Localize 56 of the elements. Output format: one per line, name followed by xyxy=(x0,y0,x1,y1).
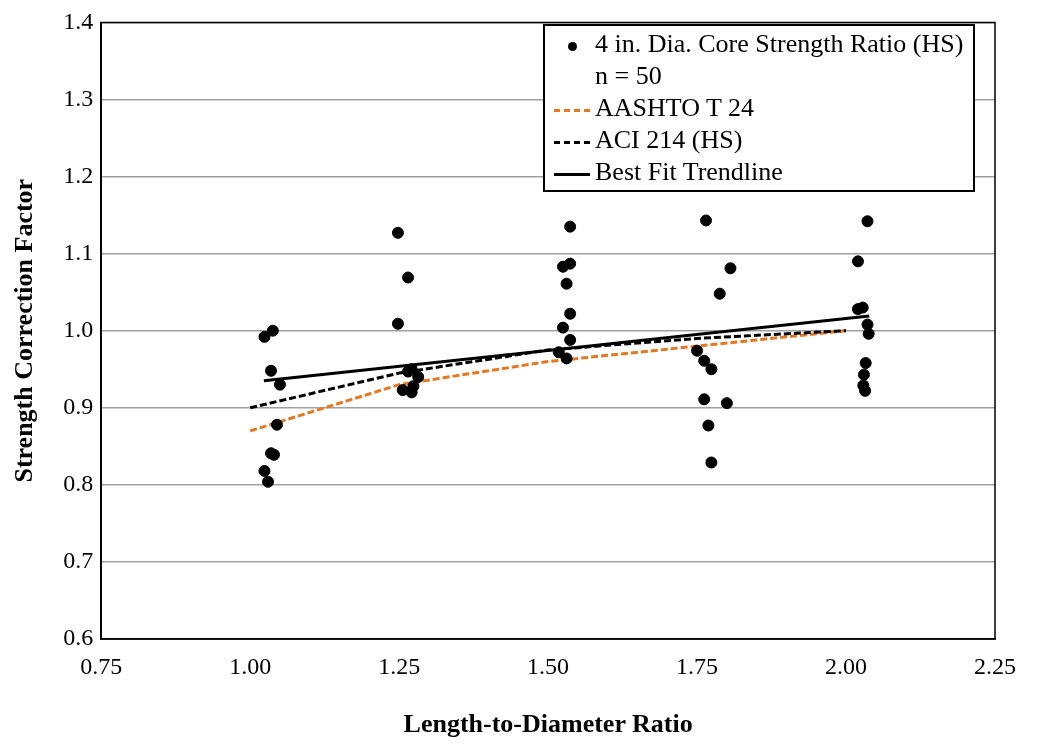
y-tick-label: 0.8 xyxy=(63,470,94,497)
legend-label: ACI 214 (HS) xyxy=(595,125,743,155)
point xyxy=(698,354,711,367)
point xyxy=(724,262,737,275)
point xyxy=(698,393,711,406)
point xyxy=(691,344,704,357)
x-tick-label: 1.25 xyxy=(378,652,421,679)
x-tick-label: 1.50 xyxy=(527,652,570,679)
point xyxy=(700,214,713,227)
point xyxy=(862,327,875,340)
point xyxy=(705,363,718,376)
legend-label: Best Fit Trendline xyxy=(595,157,783,187)
point xyxy=(564,307,577,320)
point xyxy=(564,333,577,346)
x-tick-label: 1.75 xyxy=(676,652,719,679)
x-tick-label: 2.00 xyxy=(825,652,868,679)
annotation: n = 50 xyxy=(594,60,663,93)
y-tick-label: 0.7 xyxy=(63,547,94,574)
y-axis-title: Strength Correction Factor xyxy=(9,178,39,483)
point xyxy=(557,321,569,334)
point xyxy=(266,324,279,337)
x-tick-label: 2.25 xyxy=(974,652,1016,679)
point xyxy=(713,287,726,300)
x-axis-title: Length-to-Diameter Ratio xyxy=(403,709,693,739)
legend-label: AASHTO T 24 xyxy=(595,93,754,123)
point xyxy=(402,271,415,284)
point xyxy=(859,357,872,370)
point xyxy=(391,317,404,330)
point xyxy=(720,397,733,410)
y-tick-label: 0.9 xyxy=(63,393,94,420)
point xyxy=(702,419,715,432)
y-tick-label: 1.1 xyxy=(63,238,94,265)
x-tick-label: 1.00 xyxy=(229,652,272,679)
point xyxy=(552,346,565,359)
y-tick-label: 0.6 xyxy=(63,624,94,651)
y-tick-label: 1.3 xyxy=(63,84,94,111)
point xyxy=(265,364,278,377)
point xyxy=(270,418,283,431)
x-tick-label: 0.75 xyxy=(80,652,123,679)
legend-label: 4 in. Dia. Core Strength Ratio (HS) xyxy=(595,29,964,59)
point xyxy=(851,255,864,268)
point xyxy=(564,220,577,233)
point xyxy=(412,370,425,383)
y-tick-label: 1.4 xyxy=(63,7,94,34)
point xyxy=(564,257,577,270)
y-tick-label: 1.0 xyxy=(63,316,94,342)
point xyxy=(262,475,275,488)
point xyxy=(705,456,718,469)
point xyxy=(861,215,874,228)
point xyxy=(560,277,573,290)
point xyxy=(258,464,271,477)
point xyxy=(391,226,404,239)
point xyxy=(258,330,271,343)
point xyxy=(560,352,573,365)
y-tick-label: 1.2 xyxy=(63,161,94,188)
point xyxy=(857,368,870,381)
